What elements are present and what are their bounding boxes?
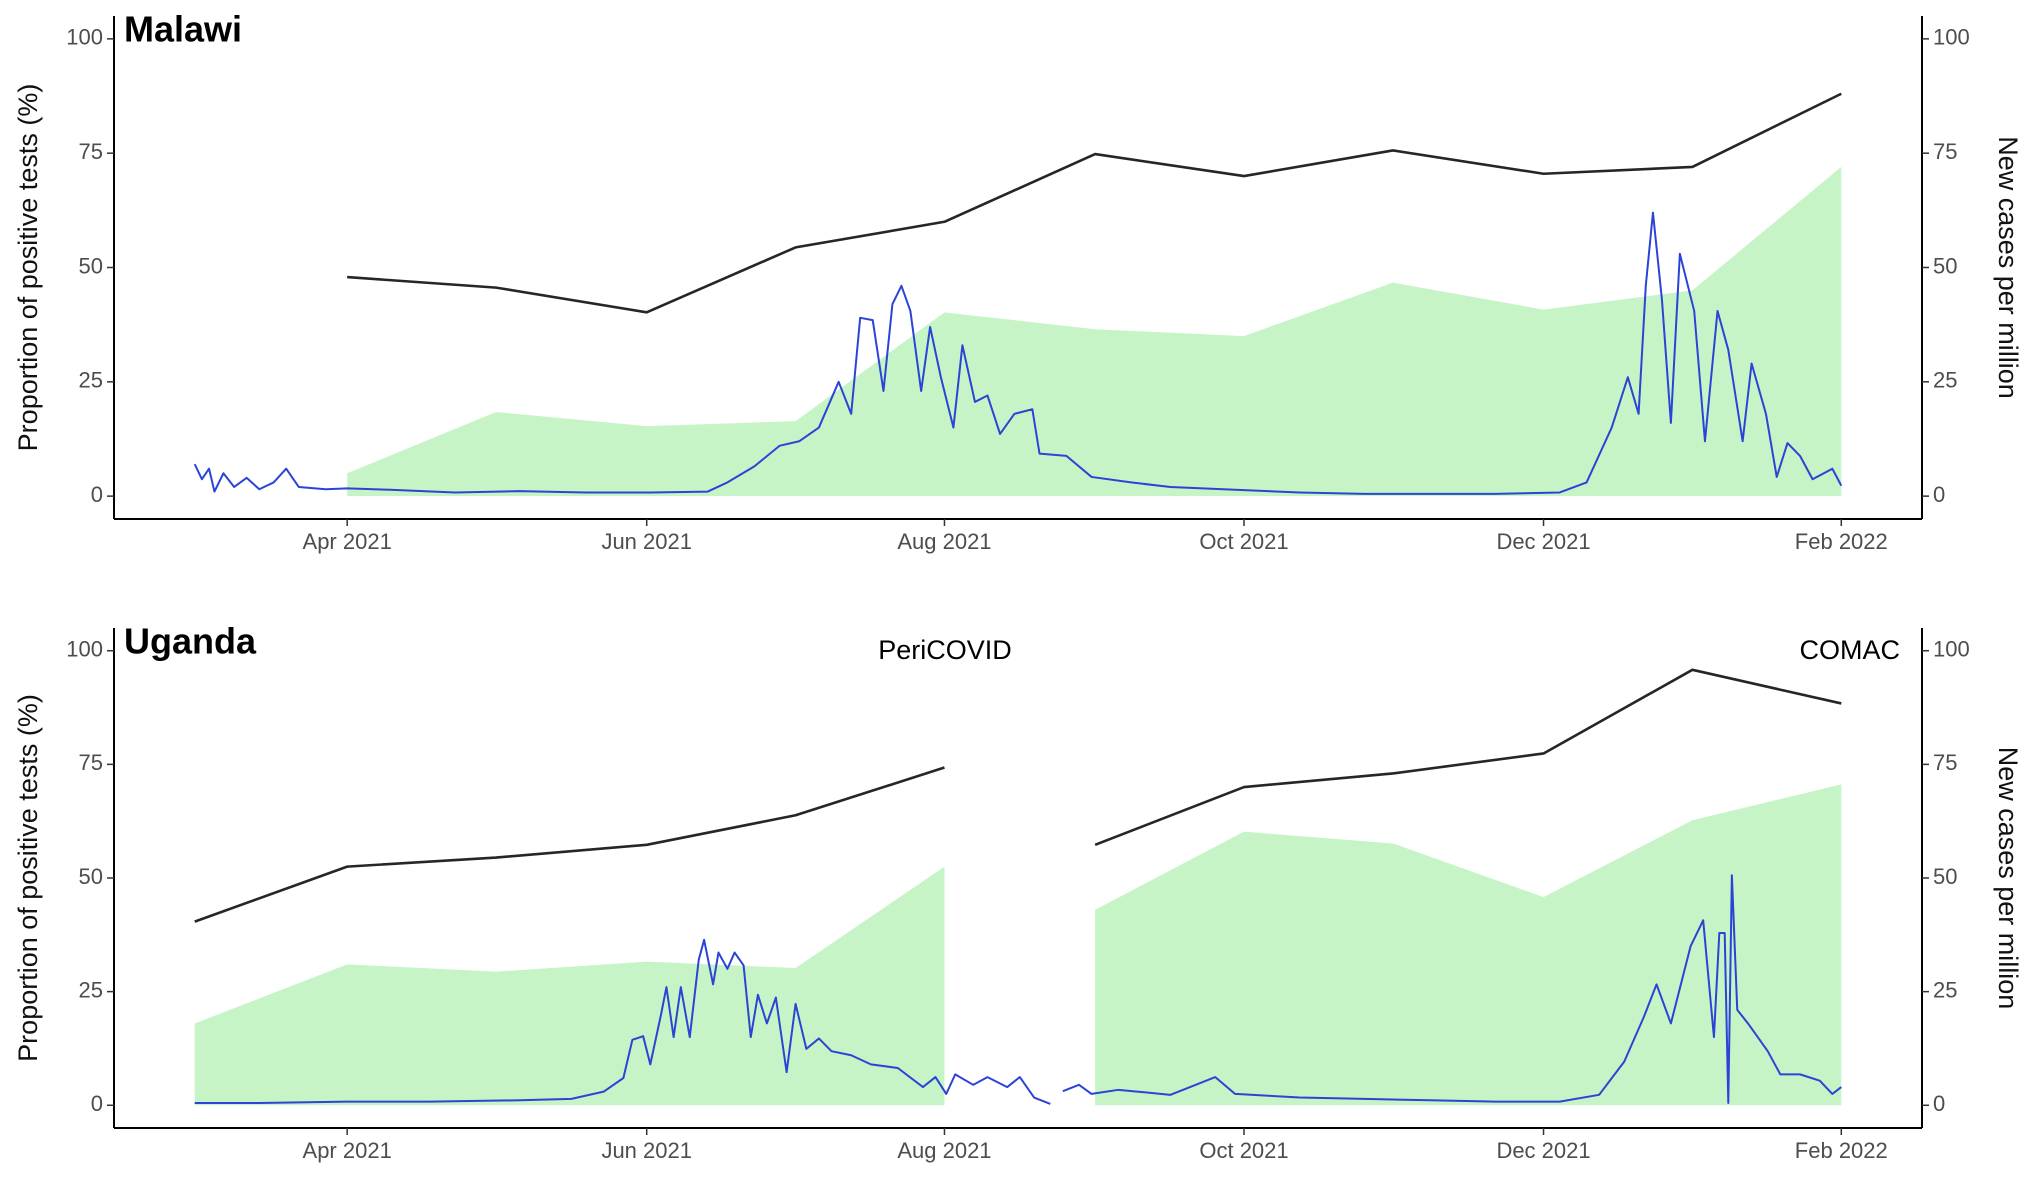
annotation: COMAC: [1800, 635, 1901, 665]
y-tick-label: 75: [79, 139, 103, 164]
x-tick-label: Dec 2021: [1496, 1138, 1590, 1163]
y-axis-title: Proportion of positive tests (%): [13, 84, 43, 452]
line: [194, 874, 1842, 1105]
x-tick-label: Feb 2022: [1795, 529, 1888, 554]
y2-tick-label: 75: [1933, 750, 1957, 775]
line: [194, 668, 1842, 923]
y2-tick-label: 75: [1933, 139, 1957, 164]
y-tick-label: 0: [91, 482, 103, 507]
area: [194, 784, 1842, 1106]
panel-title: Malawi: [124, 9, 242, 50]
y-tick-label: 50: [79, 253, 103, 278]
y2-axis-title: New cases per million: [1993, 136, 2023, 399]
x-tick-label: Jun 2021: [601, 529, 692, 554]
y-tick-label: 0: [91, 1091, 103, 1116]
y-tick-label: 25: [79, 977, 103, 1002]
y2-tick-label: 50: [1933, 864, 1957, 889]
x-tick-label: Oct 2021: [1199, 1138, 1288, 1163]
x-tick-label: Feb 2022: [1795, 1138, 1888, 1163]
x-tick-label: Dec 2021: [1496, 529, 1590, 554]
x-tick-label: Apr 2021: [303, 529, 392, 554]
annotation: PeriCOVID: [878, 635, 1012, 665]
x-tick-label: Aug 2021: [897, 1138, 991, 1163]
y2-tick-label: 0: [1933, 482, 1945, 507]
y2-tick-label: 25: [1933, 368, 1957, 393]
y2-tick-label: 100: [1933, 637, 1970, 662]
line: [347, 92, 1842, 314]
y-tick-label: 50: [79, 864, 103, 889]
x-tick-label: Oct 2021: [1199, 529, 1288, 554]
y-tick-label: 25: [79, 368, 103, 393]
x-tick-label: Jun 2021: [601, 1138, 692, 1163]
y2-axis-title: New cases per million: [1993, 747, 2023, 1010]
panel-title: Uganda: [124, 621, 257, 662]
x-tick-label: Apr 2021: [303, 1138, 392, 1163]
y-tick-label: 100: [66, 25, 103, 50]
area: [347, 166, 1842, 497]
y2-tick-label: 100: [1933, 25, 1970, 50]
line: [193, 211, 1843, 495]
y-tick-label: 100: [66, 637, 103, 662]
y-tick-label: 75: [79, 750, 103, 775]
y2-tick-label: 25: [1933, 977, 1957, 1002]
y-axis-title: Proportion of positive tests (%): [13, 694, 43, 1062]
y2-tick-label: 0: [1933, 1091, 1945, 1116]
y2-tick-label: 50: [1933, 253, 1957, 278]
x-tick-label: Aug 2021: [897, 529, 991, 554]
